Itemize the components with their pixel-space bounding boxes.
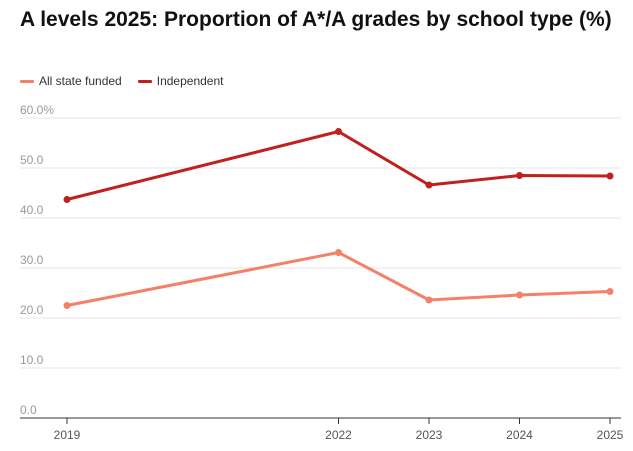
y-tick-label-1: 10.0 (20, 353, 44, 367)
y-tick-label-3: 30.0 (20, 253, 44, 267)
point-all-state-funded-2025 (606, 288, 614, 295)
point-all-state-funded-2023 (425, 296, 433, 304)
legend: All state funded Independent (20, 74, 239, 88)
point-all-state-funded-2024 (516, 291, 523, 299)
point-all-state-funded-2022 (335, 249, 342, 256)
y-tick-label-5: 50.0 (20, 153, 44, 167)
legend-label-independent: Independent (156, 74, 224, 88)
x-tick-label-2024: 2024 (506, 428, 533, 442)
x-tick-label-2025: 2025 (597, 428, 624, 442)
y-tick-label-0: 0.0 (20, 403, 37, 417)
x-tick-label-2019: 2019 (54, 428, 81, 442)
legend-item-all-state-funded[interactable]: All state funded (20, 74, 122, 88)
point-independent-2025 (606, 172, 614, 180)
x-tick-label-2023: 2023 (416, 428, 443, 442)
legend-swatch-all-state-funded (20, 79, 34, 83)
legend-item-independent[interactable]: Independent (137, 74, 224, 88)
legend-swatch-independent (137, 79, 152, 83)
point-independent-2024 (516, 172, 523, 179)
y-tick-label-2: 20.0 (20, 303, 44, 317)
y-tick-label-6: 60.0% (20, 103, 54, 117)
series-line-independent (65, 130, 612, 201)
series-line-all-state-funded (65, 251, 612, 307)
point-independent-2022 (335, 128, 342, 135)
point-independent-2019 (63, 196, 71, 203)
y-tick-label-4: 40.0 (20, 203, 44, 217)
point-independent-2023 (425, 181, 433, 189)
chart-title: A levels 2025: Proportion of A*/A grades… (20, 8, 612, 31)
point-all-state-funded-2019 (63, 302, 71, 309)
legend-label-all-state-funded: All state funded (39, 74, 122, 88)
x-tick-label-2022: 2022 (325, 428, 352, 442)
